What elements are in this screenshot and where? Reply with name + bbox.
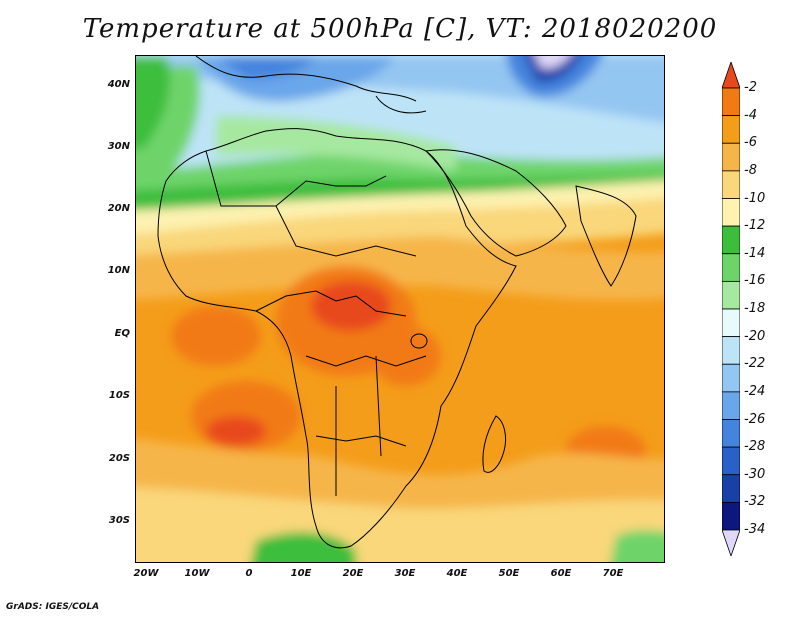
colorbar-label: -24 (744, 383, 766, 399)
colorbar-label: -16 (744, 273, 766, 289)
colorbar-label: -10 (744, 190, 766, 206)
lat-label-30s: 30S (108, 515, 130, 526)
lon-label-50e: 50E (498, 568, 520, 579)
lon-label-10w: 10W (184, 568, 210, 579)
colorbar (722, 62, 740, 556)
lon-label-20w: 20W (133, 568, 159, 579)
colorbar-label: -32 (744, 494, 766, 510)
lat-label-eq: EQ (114, 328, 130, 339)
colorbar-label: -34 (744, 522, 766, 537)
lon-label-40e: 40E (446, 568, 468, 579)
colorbar-swatch (722, 142, 740, 172)
colorbar-label: -28 (744, 439, 766, 455)
colorbar-label: -20 (744, 328, 766, 344)
lat-label-10n: 10N (107, 265, 130, 276)
temperature-map (135, 55, 665, 563)
colorbar-swatch (722, 280, 740, 310)
lat-label-10s: 10S (108, 390, 130, 401)
lat-label-20s: 20S (108, 453, 130, 464)
colorbar-top-triangle (722, 62, 740, 89)
colorbar-swatch (722, 419, 740, 448)
colorbar-swatch (722, 170, 740, 199)
colorbar-swatch (722, 446, 740, 476)
colorbar-swatch (722, 115, 740, 144)
lon-label-0: 0 (245, 568, 253, 579)
colorbar-label: -14 (744, 245, 766, 261)
lon-label-30e: 30E (394, 568, 416, 579)
colorbar-swatch (722, 336, 740, 365)
colorbar-label: -8 (744, 162, 757, 178)
lon-label-70e: 70E (602, 568, 624, 579)
map-title: Temperature at 500hPa [C], VT: 201802020… (82, 14, 718, 44)
lon-label-20e: 20E (342, 568, 364, 579)
colorbar-label: -12 (744, 218, 766, 234)
colorbar-swatch (722, 87, 740, 117)
colorbar-swatch (722, 308, 740, 338)
colorbar-label: -2 (744, 80, 757, 95)
grads-credit: GrADS: IGES/COLA (6, 602, 100, 612)
colorbar-swatch (722, 198, 740, 227)
colorbar-swatch (722, 363, 740, 393)
lat-label-40n: 40N (107, 79, 130, 90)
lat-label-20n: 20N (107, 203, 130, 214)
colorbar-label: -6 (744, 135, 757, 151)
colorbar-swatch (722, 253, 740, 282)
colorbar-label: -4 (744, 107, 757, 123)
colorbar-label: -26 (744, 411, 766, 427)
colorbar-bottom-triangle (722, 529, 740, 556)
lon-label-60e: 60E (550, 568, 572, 579)
temperature-field (136, 56, 664, 562)
lon-label-10e: 10E (290, 568, 312, 579)
lat-label-30n: 30N (107, 141, 130, 152)
colorbar-swatch (722, 474, 740, 503)
colorbar-label: -30 (744, 466, 766, 482)
colorbar-swatch (722, 391, 740, 420)
colorbar-label: -18 (744, 301, 766, 316)
colorbar-swatch (722, 225, 740, 255)
colorbar-swatch (722, 501, 740, 531)
colorbar-label: -22 (744, 356, 766, 372)
